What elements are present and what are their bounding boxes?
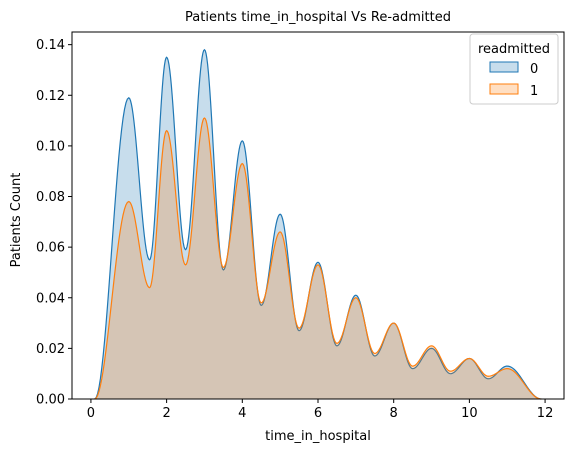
series-0-area <box>94 49 542 399</box>
x-tick-label-2: 4 <box>238 406 246 421</box>
x-axis-label: time_in_hospital <box>265 429 371 444</box>
legend: readmitted 0 1 <box>469 33 559 105</box>
x-tick-label-1: 2 <box>162 406 170 421</box>
y-tick-label-4: 0.08 <box>36 190 65 205</box>
y-tick-label-2: 0.04 <box>36 291 65 306</box>
x-tick-label-6: 12 <box>537 406 554 421</box>
y-tick-label-0: 0.00 <box>36 393 65 408</box>
y-tick-label-5: 0.10 <box>36 139 65 154</box>
x-tick-label-3: 6 <box>314 406 322 421</box>
chart-title: Patients time_in_hospital Vs Re-admitted <box>185 10 451 25</box>
y-tick-label-7: 0.14 <box>36 38 65 53</box>
legend-label-0: 0 <box>530 62 538 77</box>
y-axis-label: Patients Count <box>9 173 24 268</box>
legend-swatch-1 <box>489 83 519 95</box>
y-tick-label-3: 0.06 <box>36 241 65 256</box>
x-tick-label-0: 0 <box>87 406 95 421</box>
y-axis: 0.00 0.02 0.04 0.06 0.08 0.10 0.12 0.14 <box>36 38 72 408</box>
series-1-line <box>94 117 542 400</box>
y-tick-label-6: 0.12 <box>36 89 65 104</box>
series-layer <box>94 48 542 400</box>
series-0-line <box>94 48 542 400</box>
legend-label-1: 1 <box>530 84 538 99</box>
x-axis: 0 2 4 6 8 10 12 <box>87 399 554 421</box>
legend-swatch-0 <box>489 61 519 73</box>
legend-box <box>469 33 559 105</box>
x-tick-label-5: 10 <box>461 406 478 421</box>
series-1-area <box>94 118 542 399</box>
legend-title: readmitted <box>478 42 550 57</box>
y-tick-label-1: 0.02 <box>36 342 65 357</box>
x-tick-label-4: 8 <box>390 406 398 421</box>
